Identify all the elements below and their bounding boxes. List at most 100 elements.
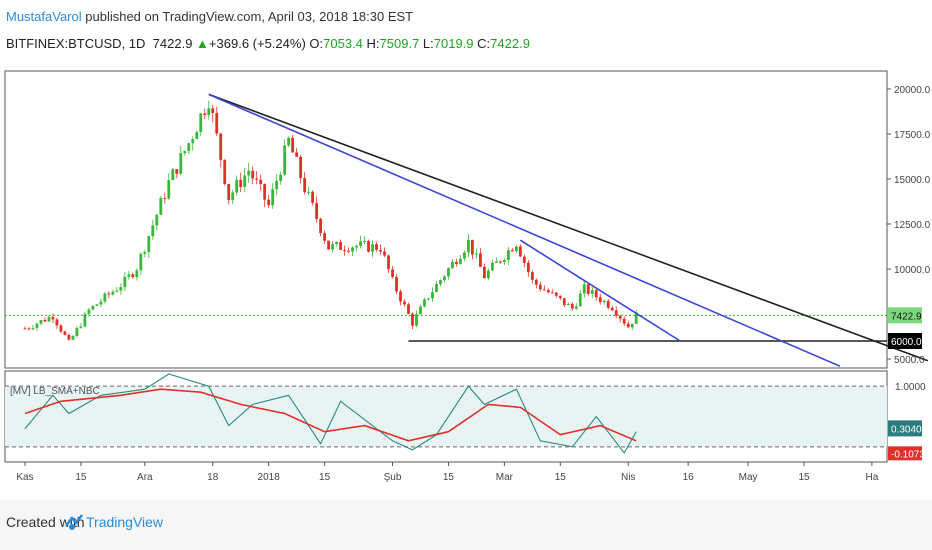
candle-body (123, 276, 127, 288)
candle-body (59, 325, 63, 332)
candle-body (295, 152, 299, 157)
candle-body (494, 261, 498, 263)
candle-body (634, 312, 638, 324)
candle-body (319, 218, 323, 234)
candle-body (315, 203, 319, 219)
candle-body (598, 297, 602, 303)
chart-area[interactable]: 20000.0 17500.0 15000.0 12500.0 10000.0 5000.… (0, 66, 932, 498)
candle-body (439, 280, 442, 285)
candle-body (111, 291, 115, 295)
candle-body (415, 314, 418, 326)
candle-body (335, 241, 338, 245)
candle-body (151, 225, 155, 237)
candle-body (79, 326, 83, 328)
black-trend-line (208, 93, 929, 362)
candle-body (215, 113, 219, 134)
candle-body (538, 284, 542, 290)
y-tick-label: 20000.0 (894, 85, 931, 96)
candle-body (331, 244, 334, 250)
candle-body (199, 113, 203, 133)
candle-body (475, 253, 478, 255)
oscillator-layer (5, 373, 887, 454)
tradingview-logo-icon (65, 514, 83, 530)
high-value: 7509.7 (379, 36, 420, 51)
candle-body (510, 250, 514, 252)
x-tick-label: May (739, 472, 758, 483)
candle-body (467, 239, 470, 253)
x-tick-label: 15 (443, 472, 455, 483)
x-tick-label: 2018 (258, 472, 281, 483)
candle-body (443, 276, 446, 281)
candle-body (155, 214, 159, 226)
candle-body (91, 305, 95, 310)
x-tick-label: Ha (866, 472, 879, 483)
x-tick-label: 15 (798, 472, 810, 483)
candle-body (606, 300, 610, 308)
candle-body (207, 108, 211, 116)
candle-body (167, 180, 171, 199)
high-label: H: (366, 36, 380, 51)
x-tick-label: 16 (683, 472, 695, 483)
candle-body (303, 178, 307, 193)
candle-body (287, 137, 291, 146)
candle-body (179, 153, 183, 174)
candle-body (259, 179, 263, 185)
candle-body (191, 139, 195, 144)
candle-body (107, 293, 111, 295)
candle-body (283, 145, 287, 175)
candle-body (383, 251, 386, 256)
candle-body (299, 156, 303, 179)
candle-body (626, 323, 630, 328)
author-link[interactable]: MustafaVarol (6, 9, 82, 24)
x-tick-label: Nis (621, 472, 635, 483)
candle-body (139, 253, 143, 271)
candle-body (522, 256, 526, 263)
blue-trend-1-line (208, 93, 841, 367)
last-price: 7422.9 (152, 36, 193, 51)
candle-body (63, 331, 67, 335)
candle-body (43, 319, 47, 322)
candle-body (359, 241, 362, 246)
x-tick-label: 15 (555, 472, 567, 483)
tradingview-brand[interactable]: TradingView (86, 514, 164, 530)
candle-body (395, 276, 398, 292)
candle-body (514, 246, 518, 252)
candle-body (227, 184, 231, 200)
candle-body (195, 132, 199, 140)
candle-body (379, 249, 382, 252)
open-value: 7053.4 (323, 36, 363, 51)
candle-body (578, 293, 582, 307)
candle-body (526, 262, 530, 273)
candle-body (590, 290, 594, 294)
candle-body (602, 300, 606, 303)
last-price-tag-label: 7422.9 (891, 311, 922, 322)
candle-body (411, 313, 414, 326)
candle-body (23, 328, 27, 330)
open-label: O: (309, 36, 324, 51)
candle-body (51, 317, 55, 320)
x-tick-label: 18 (207, 472, 219, 483)
candle-body (566, 303, 570, 306)
candle-body (407, 304, 410, 314)
price-pane[interactable] (4, 70, 888, 369)
candle-body (231, 192, 235, 200)
candle-body (27, 328, 31, 330)
price-change: +369.6 (+5.24%) (208, 36, 306, 51)
osc-upper-tag (888, 420, 922, 437)
candle-body (447, 268, 450, 277)
candle-body (506, 250, 510, 260)
blue-trend-2-line (519, 239, 681, 342)
candle-body (463, 252, 466, 259)
candle-body (55, 319, 59, 326)
candle-body (554, 292, 558, 296)
candle-body (307, 191, 311, 193)
x-tick-label: Kas (16, 472, 33, 483)
candle-body (171, 169, 175, 181)
low-value: 7019.9 (433, 36, 474, 51)
osc-tick-label: 1.0000 (895, 382, 926, 393)
axes-layer: 20000.0 17500.0 15000.0 12500.0 10000.0 5000.… (16, 85, 930, 483)
oscillator-oscillator-line (24, 373, 637, 454)
close-value: 7422.9 (490, 36, 530, 51)
x-tick-label: Ara (137, 472, 153, 483)
candle-body (251, 170, 255, 179)
